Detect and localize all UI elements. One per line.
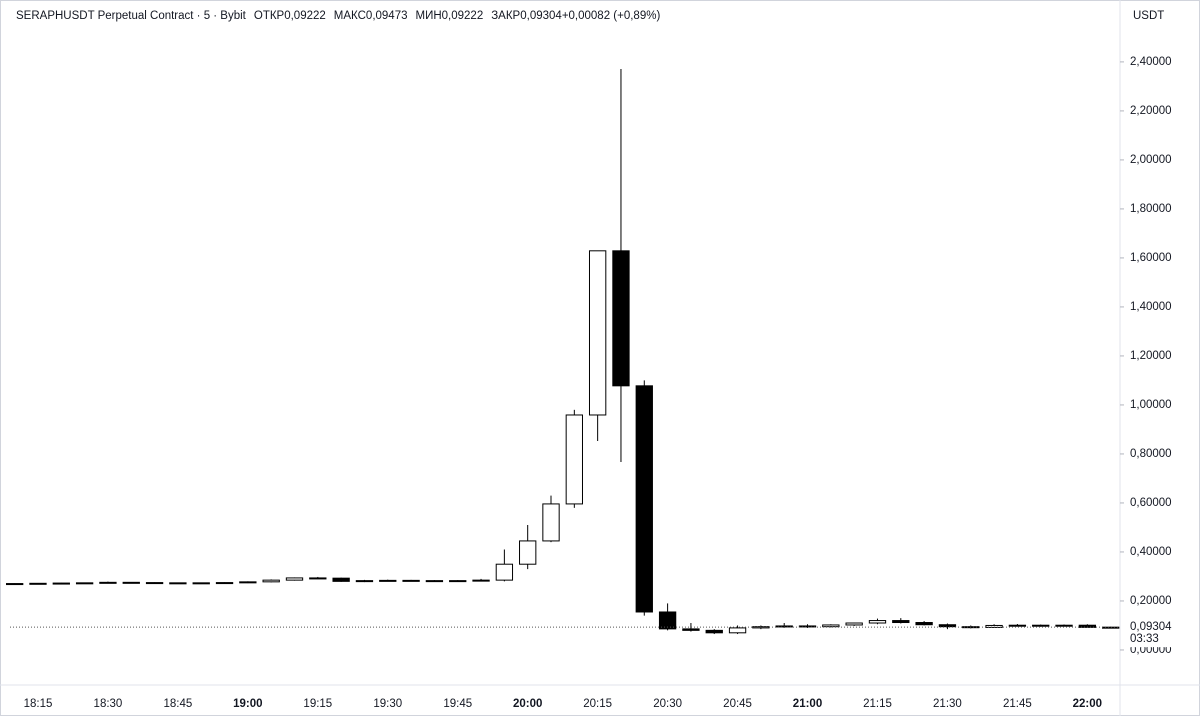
title: SERAPHUSDT Perpetual Contract · 5 · Bybi… [16, 10, 247, 22]
candle-body [379, 579, 397, 582]
header-value: 0,09222 [442, 10, 484, 22]
candle-body [169, 582, 187, 585]
candle-body [75, 582, 94, 585]
candle-body [6, 583, 24, 586]
candle-body [798, 625, 817, 628]
candle-body [682, 628, 700, 631]
y-tick-label: 0,60000 [1130, 497, 1172, 509]
x-tick-label: 19:45 [443, 698, 472, 710]
y-tick-label: 1,20000 [1130, 350, 1172, 362]
candle-body [565, 414, 583, 505]
candle-body [425, 580, 444, 583]
x-tick-label: 21:30 [933, 698, 962, 710]
candle-body [402, 579, 420, 582]
candle-body [52, 582, 70, 585]
candle-body [938, 624, 957, 628]
x-tick-label: 20:15 [583, 698, 612, 710]
header-label: ОТКР [254, 10, 285, 22]
candle-body [868, 620, 887, 624]
x-tick-label: 18:45 [164, 698, 193, 710]
candle-body [472, 579, 490, 582]
candle-body [192, 582, 210, 585]
y-tick-label: 2,20000 [1130, 105, 1172, 117]
candle-body [239, 581, 257, 584]
candle-body [215, 582, 234, 585]
candle-body [519, 540, 537, 565]
candle-body [145, 582, 164, 585]
header-label: МИН [416, 10, 442, 22]
candle-body [915, 622, 933, 626]
candle-body [355, 580, 374, 583]
x-tick-label: 19:00 [233, 698, 262, 710]
candle-body [612, 250, 630, 387]
candle-body [309, 577, 327, 580]
x-tick-label: 21:15 [863, 698, 892, 710]
candle-body [728, 627, 747, 634]
y-tick-label: 0,80000 [1130, 448, 1172, 460]
y-tick-label: 1,40000 [1130, 301, 1172, 313]
candle-body [658, 611, 677, 630]
x-tick-label: 20:00 [513, 698, 542, 710]
candle-body [845, 622, 863, 626]
candle-body [588, 250, 607, 416]
candle-body [449, 580, 467, 583]
x-tick-label: 22:00 [1073, 698, 1102, 710]
header-label: МАКС [334, 10, 366, 22]
candle-body [1032, 624, 1050, 627]
candle-body [542, 503, 560, 542]
y-tick-label: 0,40000 [1130, 546, 1172, 558]
header-value: +0,00082 (+0,89%) [562, 10, 661, 22]
countdown: 03:33 [1130, 633, 1159, 645]
candle-body [1102, 626, 1120, 629]
x-tick-label: 19:30 [373, 698, 402, 710]
candle-body [262, 579, 280, 583]
x-tick-label: 18:15 [24, 698, 53, 710]
candle-body [1008, 624, 1027, 627]
x-tick-label: 20:30 [653, 698, 682, 710]
candle-body [495, 563, 514, 581]
candle-body [332, 577, 350, 582]
header-label: ЗАКР [491, 10, 520, 22]
candle-body [892, 620, 910, 624]
x-tick-label: 21:00 [793, 698, 822, 710]
candle-body [1055, 624, 1073, 627]
y-tick-label: 1,80000 [1130, 203, 1172, 215]
candle-body [285, 577, 304, 581]
header-value: 0,09222 [284, 10, 326, 22]
y-tick-label: 1,60000 [1130, 252, 1172, 264]
candle-body [122, 581, 140, 584]
x-tick-label: 21:45 [1003, 698, 1032, 710]
price-tag [1122, 620, 1198, 648]
candle-body [29, 582, 47, 585]
y-tick-label: 2,00000 [1130, 154, 1172, 166]
x-tick-label: 19:15 [303, 698, 332, 710]
price-tag-label: 0,09304 [1130, 621, 1172, 633]
header-value: 0,09473 [366, 10, 408, 22]
candle-body [705, 629, 723, 634]
y-tick-label: 1,00000 [1130, 399, 1172, 411]
currency: USDT [1133, 10, 1164, 22]
candle-body [822, 624, 840, 628]
candle-body [99, 581, 117, 584]
header: SERAPHUSDT Perpetual Contract · 5 · Bybi… [16, 10, 660, 22]
y-tick-label: 2,40000 [1130, 56, 1172, 68]
x-tick-label: 20:45 [723, 698, 752, 710]
header-value: 0,09304 [520, 10, 562, 22]
candle-body [635, 385, 653, 613]
y-tick-label: 0,20000 [1130, 595, 1172, 607]
x-tick-label: 18:30 [94, 698, 123, 710]
